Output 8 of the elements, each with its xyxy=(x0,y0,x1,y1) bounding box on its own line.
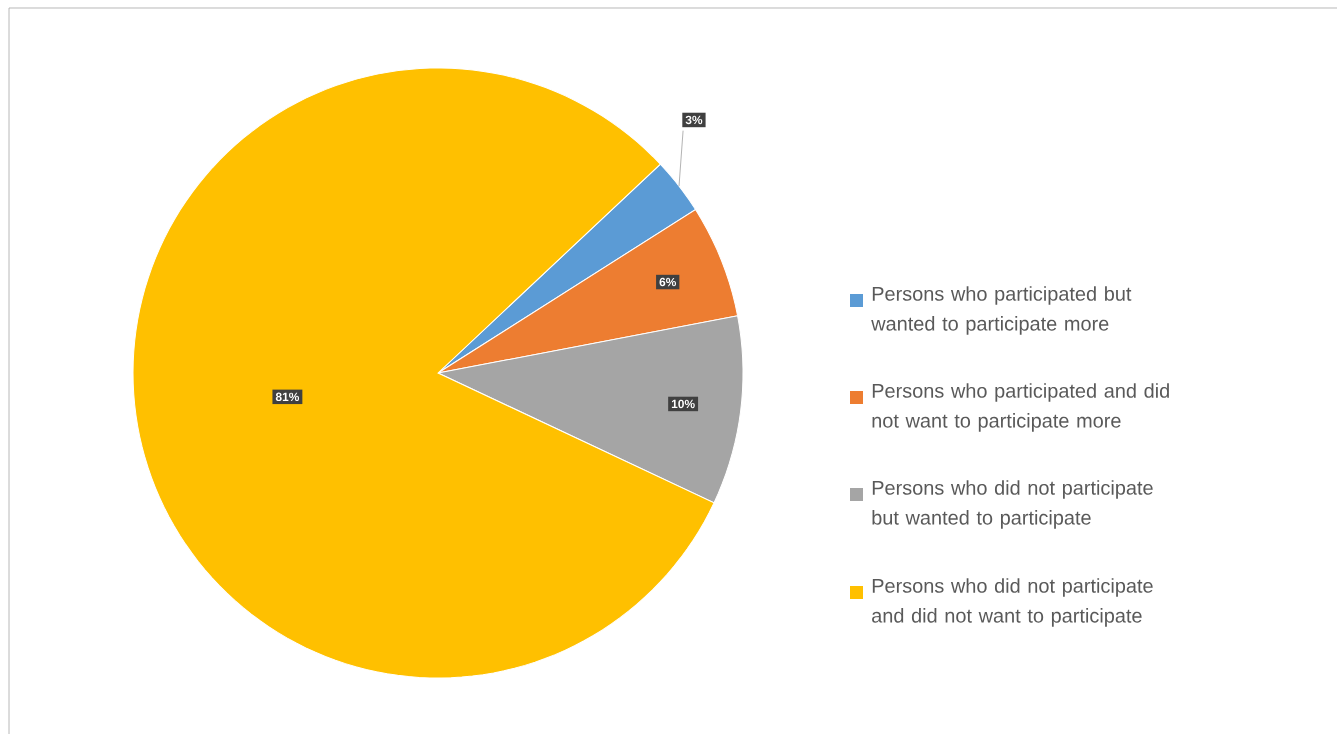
data-label: 10% xyxy=(671,399,695,409)
legend-label: Persons who did not participate but wanted to participate xyxy=(872,480,1153,529)
data-label: 81% xyxy=(275,392,300,402)
legend-label: Persons who did not participate and did not want to participate xyxy=(872,578,1153,627)
data-label: 3% xyxy=(685,115,703,125)
data-label: 6% xyxy=(659,277,677,287)
legend-label: Persons who participated and did not want to participate more xyxy=(872,383,1169,432)
legend-label: Persons who participated but wanted to participate more xyxy=(871,286,1132,335)
